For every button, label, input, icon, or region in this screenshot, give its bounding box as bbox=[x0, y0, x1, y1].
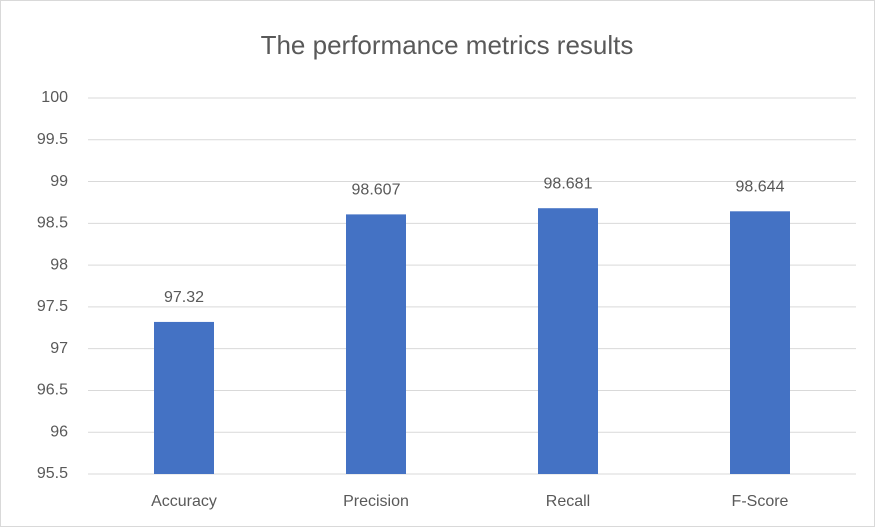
y-tick-label: 97 bbox=[50, 340, 68, 357]
bar bbox=[154, 321, 214, 474]
x-tick-label: Precision bbox=[343, 493, 409, 510]
bar bbox=[346, 214, 406, 474]
y-tick-label: 99.5 bbox=[37, 131, 68, 148]
y-tick-label: 96 bbox=[50, 423, 68, 440]
x-tick-label: Accuracy bbox=[151, 493, 217, 510]
data-label: 97.32 bbox=[164, 289, 204, 306]
data-label: 98.607 bbox=[352, 182, 401, 199]
data-label: 98.644 bbox=[736, 179, 785, 196]
x-tick-label: F-Score bbox=[732, 493, 789, 510]
y-tick-label: 97.5 bbox=[37, 298, 68, 315]
y-tick-label: 99 bbox=[50, 173, 68, 190]
chart-title: The performance metrics results bbox=[261, 30, 634, 60]
x-tick-label: Recall bbox=[546, 493, 590, 510]
y-tick-label: 98.5 bbox=[37, 215, 68, 232]
bar bbox=[538, 208, 598, 474]
y-tick-label: 95.5 bbox=[37, 465, 68, 482]
data-label: 98.681 bbox=[544, 175, 593, 192]
y-tick-label: 96.5 bbox=[37, 382, 68, 399]
y-tick-label: 98 bbox=[50, 256, 68, 273]
bar bbox=[730, 211, 790, 474]
y-tick-label: 100 bbox=[41, 89, 68, 106]
